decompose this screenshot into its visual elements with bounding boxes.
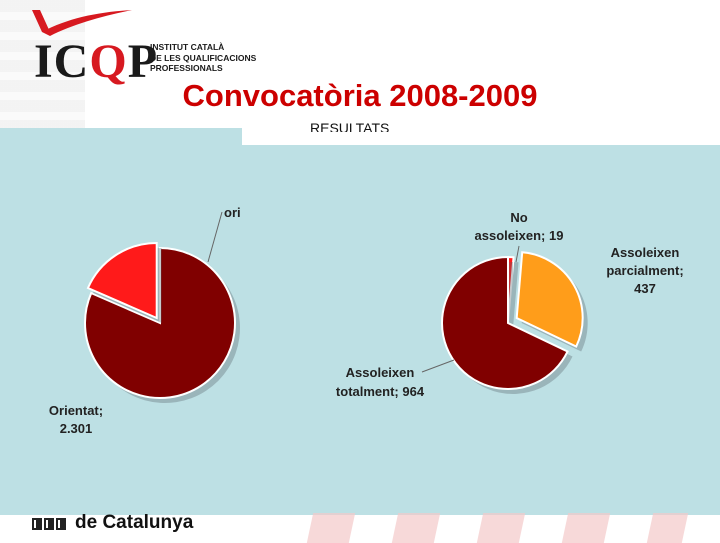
slice-label-ori: ori xyxy=(224,205,241,220)
leader-line xyxy=(515,245,520,263)
logo-subtext: INSTITUT CATALÀ DE LES QUALIFICACIONS PR… xyxy=(150,42,256,74)
logo-text: ICQP xyxy=(34,35,159,88)
slice-label-no-assoleixen: No assoleixen; 19 xyxy=(475,210,564,243)
footer-text: de Catalunya xyxy=(75,512,194,533)
pie-chart-assoliment xyxy=(441,251,588,394)
footer: de Catalunya xyxy=(0,512,720,540)
pie-slice xyxy=(515,251,584,348)
slide-title: Convocatòria 2008-2009 xyxy=(182,78,538,113)
pie-slice xyxy=(84,246,236,399)
panel-notch xyxy=(242,128,362,145)
pie-slice xyxy=(86,241,158,320)
slide-subtitle: RESULTATS xyxy=(310,120,390,132)
slice-label-parcialment: Assoleixen parcialment; 437 xyxy=(606,245,683,296)
leader-line xyxy=(421,359,455,373)
slice-label-orientat: Orientat; 2.301 xyxy=(49,403,103,436)
pie-slice-shadow xyxy=(513,262,519,328)
pie-chart-orientats xyxy=(84,241,241,403)
icqp-logo: ICQP INSTITUT CATALÀ DE LES QUALIFICACIO… xyxy=(28,6,268,88)
leader-line xyxy=(207,211,223,263)
logo-swoosh xyxy=(32,10,132,36)
logo-sub-line: DE LES QUALIFICACIONS xyxy=(150,52,257,63)
generalitat-emblem-icon xyxy=(32,518,66,530)
logo-sub-line: INSTITUT CATALÀ xyxy=(150,42,225,52)
slice-label-totalment: Assoleixen totalment; 964 xyxy=(336,365,425,399)
logo-sub-line: PROFESSIONALS xyxy=(150,63,223,73)
pie-slice xyxy=(441,255,569,390)
